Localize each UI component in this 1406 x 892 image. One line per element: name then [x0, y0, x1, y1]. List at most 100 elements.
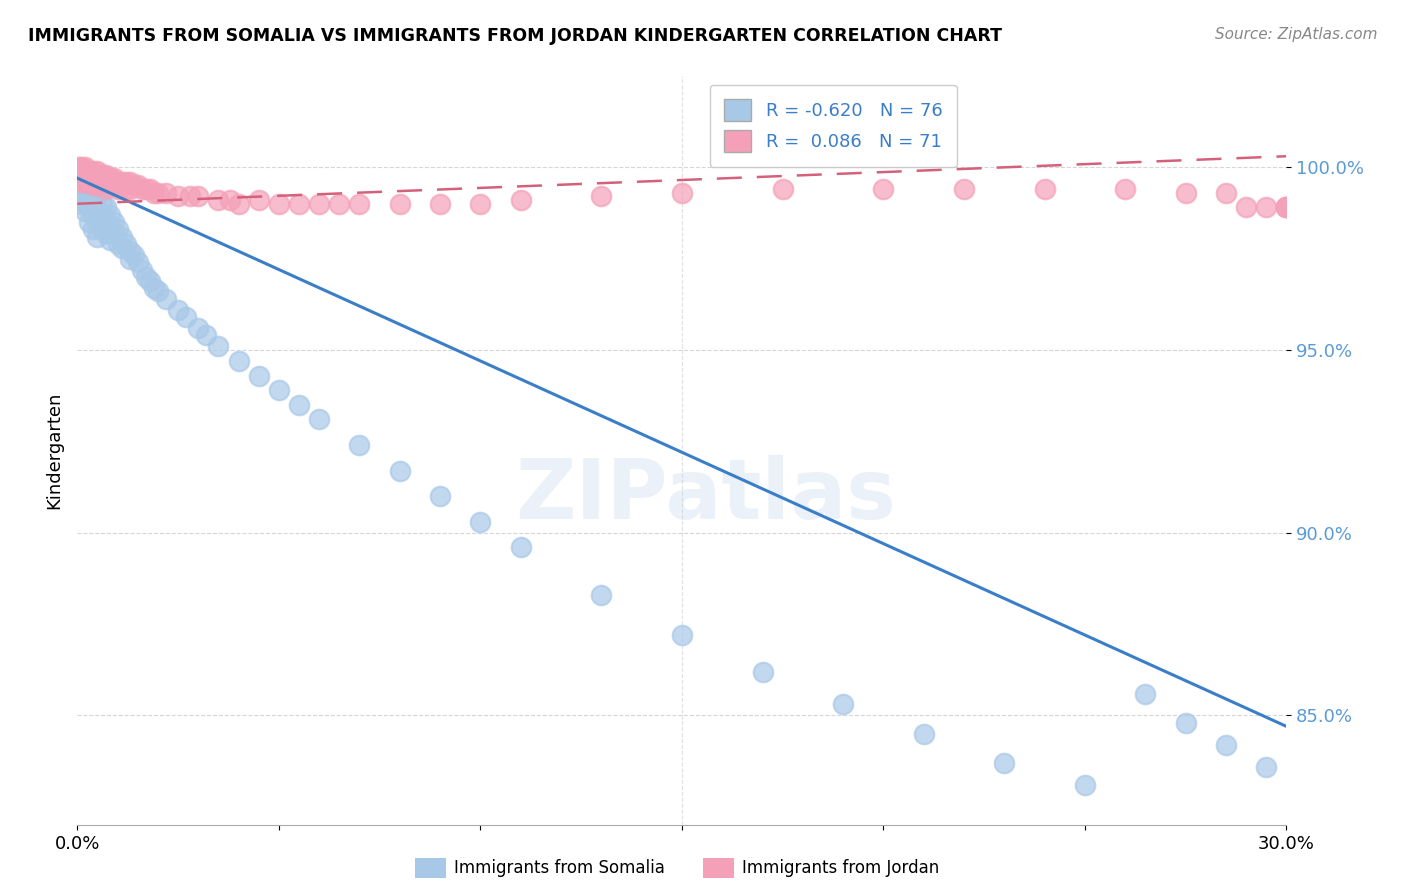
- Point: [90, 208, 112, 222]
- Point: [174, 310, 197, 324]
- Point: [94, 168, 117, 182]
- Point: [1174, 186, 1197, 200]
- Legend: R = -0.620   N = 76, R =  0.086   N = 71: R = -0.620 N = 76, R = 0.086 N = 71: [710, 85, 957, 167]
- Point: [72, 193, 94, 207]
- Point: [195, 328, 218, 343]
- Point: [127, 255, 149, 269]
- Point: [167, 189, 190, 203]
- Point: [671, 628, 693, 642]
- Text: ZIPatlas: ZIPatlas: [516, 455, 897, 536]
- Point: [1256, 201, 1278, 215]
- Point: [671, 186, 693, 200]
- Point: [75, 175, 97, 189]
- Point: [82, 208, 104, 222]
- Point: [131, 262, 153, 277]
- Point: [70, 175, 93, 189]
- Point: [1135, 686, 1157, 700]
- Point: [429, 196, 451, 211]
- Point: [179, 189, 201, 203]
- Point: [167, 302, 190, 317]
- Point: [86, 204, 108, 219]
- Point: [328, 196, 350, 211]
- Point: [591, 588, 613, 602]
- Point: [127, 178, 149, 193]
- Point: [1074, 778, 1097, 792]
- Point: [139, 273, 162, 287]
- Point: [90, 175, 112, 189]
- Point: [118, 244, 141, 259]
- Point: [72, 171, 94, 186]
- Point: [86, 178, 108, 193]
- Point: [1215, 738, 1237, 752]
- Point: [82, 182, 104, 196]
- Point: [94, 201, 117, 215]
- Point: [207, 339, 229, 353]
- Point: [308, 196, 330, 211]
- Point: [107, 175, 129, 189]
- Point: [107, 236, 129, 251]
- Point: [207, 193, 229, 207]
- Point: [75, 204, 97, 219]
- Point: [79, 164, 101, 178]
- Point: [288, 398, 311, 412]
- Point: [470, 515, 492, 529]
- Point: [86, 164, 108, 178]
- Point: [247, 193, 270, 207]
- Text: Source: ZipAtlas.com: Source: ZipAtlas.com: [1215, 27, 1378, 42]
- Point: [79, 175, 101, 189]
- Point: [98, 178, 121, 193]
- Point: [1275, 201, 1298, 215]
- Point: [267, 383, 290, 397]
- Point: [79, 168, 101, 182]
- Point: [86, 171, 108, 186]
- Point: [135, 269, 157, 284]
- Point: [349, 196, 371, 211]
- Point: [67, 178, 90, 193]
- Point: [247, 368, 270, 383]
- Point: [70, 196, 93, 211]
- Point: [388, 464, 411, 478]
- Point: [94, 182, 117, 196]
- Point: [103, 215, 125, 229]
- Point: [75, 175, 97, 189]
- Point: [118, 252, 141, 266]
- Point: [1033, 182, 1056, 196]
- Point: [388, 196, 411, 211]
- Point: [470, 196, 492, 211]
- Point: [103, 178, 125, 193]
- Point: [75, 189, 97, 203]
- Point: [75, 160, 97, 174]
- Point: [187, 189, 209, 203]
- Point: [79, 215, 101, 229]
- Point: [114, 236, 136, 251]
- Point: [90, 168, 112, 182]
- Point: [79, 189, 101, 203]
- Point: [86, 229, 108, 244]
- Point: [82, 178, 104, 193]
- Point: [993, 756, 1015, 770]
- Point: [872, 182, 894, 196]
- Point: [94, 226, 117, 240]
- Point: [76, 196, 98, 211]
- Point: [187, 321, 209, 335]
- Point: [131, 182, 153, 196]
- Point: [139, 182, 162, 196]
- Point: [114, 175, 136, 189]
- Point: [751, 665, 773, 679]
- Point: [308, 412, 330, 426]
- Point: [122, 248, 145, 262]
- Point: [70, 160, 93, 174]
- Point: [228, 354, 250, 368]
- Point: [82, 171, 104, 186]
- Point: [1234, 201, 1257, 215]
- Point: [832, 698, 855, 712]
- Point: [142, 281, 165, 295]
- Point: [219, 193, 242, 207]
- Text: IMMIGRANTS FROM SOMALIA VS IMMIGRANTS FROM JORDAN KINDERGARTEN CORRELATION CHART: IMMIGRANTS FROM SOMALIA VS IMMIGRANTS FR…: [28, 27, 1002, 45]
- Point: [90, 222, 112, 236]
- Point: [228, 196, 250, 211]
- Point: [98, 219, 121, 233]
- Point: [591, 189, 613, 203]
- Point: [82, 164, 104, 178]
- Point: [142, 186, 165, 200]
